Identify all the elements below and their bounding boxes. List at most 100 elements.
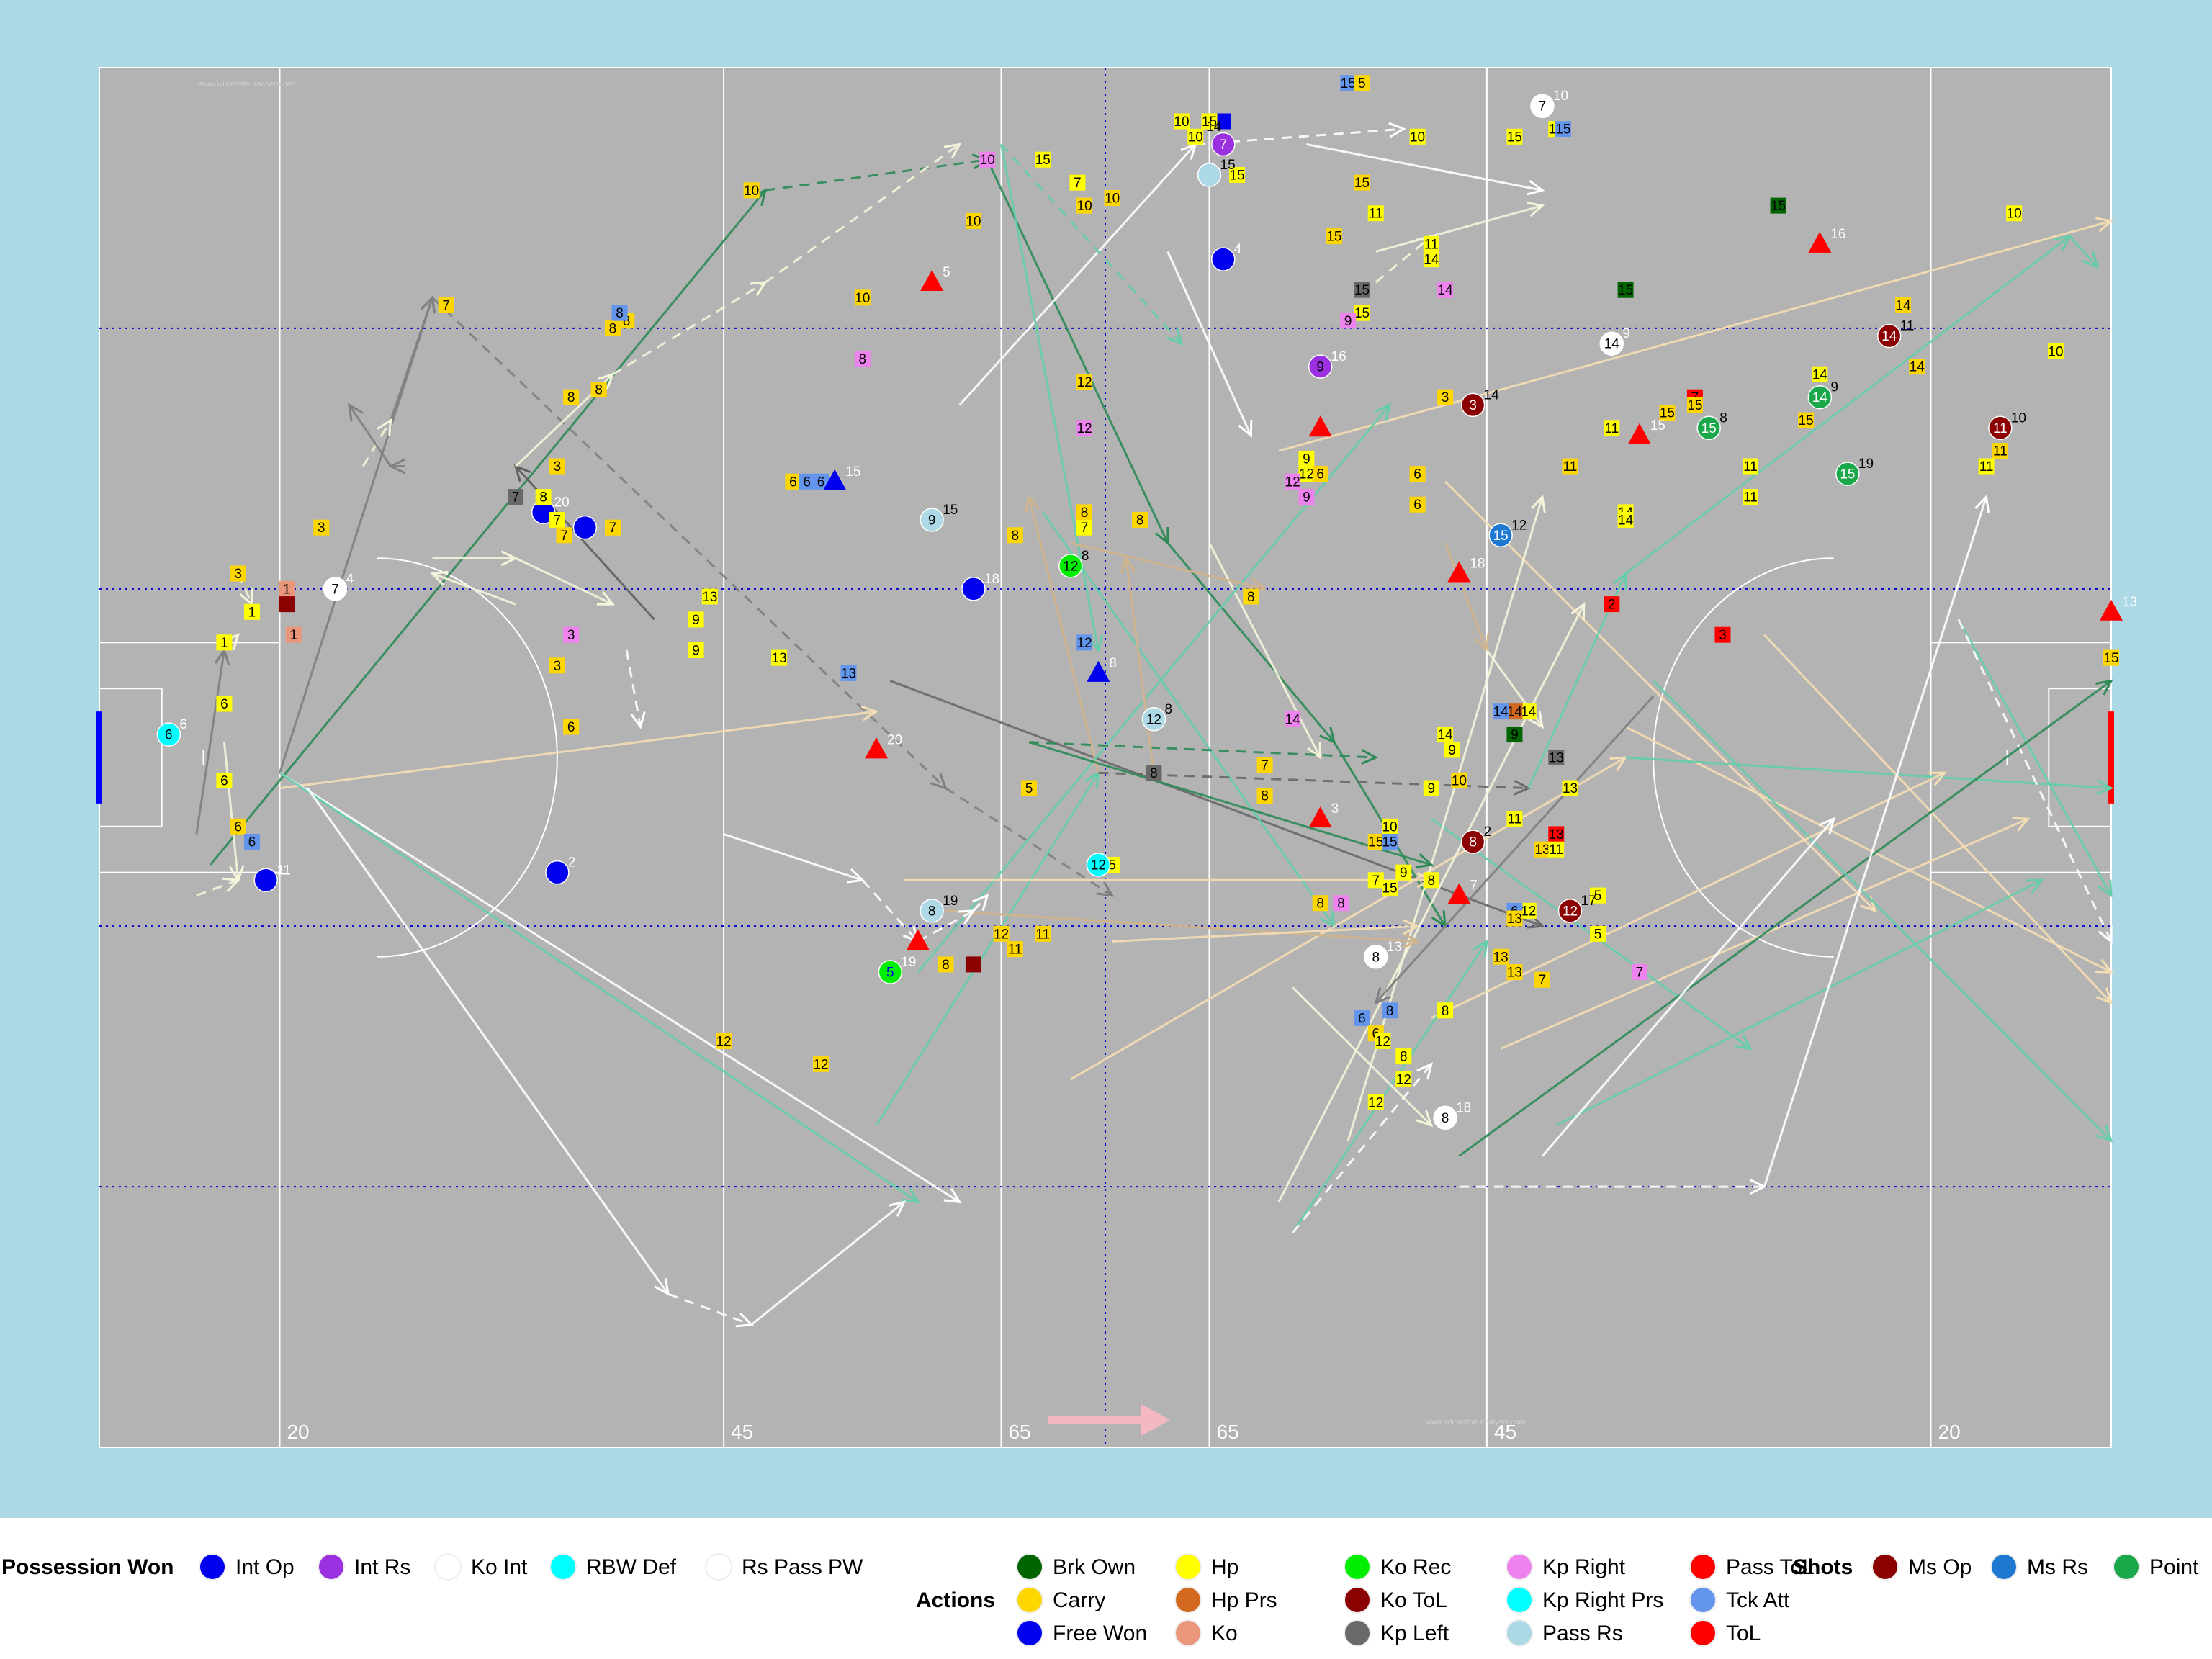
- event-label: 10: [1382, 819, 1397, 835]
- event-label: 15: [1701, 421, 1717, 436]
- event-square: [1076, 374, 1093, 390]
- event-label: 8: [1442, 1111, 1449, 1126]
- event-label: 10: [855, 291, 870, 306]
- event-square: [1256, 757, 1273, 773]
- event-square: [243, 603, 260, 620]
- legend-label: Ms Op: [1908, 1555, 1972, 1579]
- event-tag: 10: [2011, 410, 2026, 426]
- action-link-arrowhead: [1360, 749, 1379, 765]
- event-tag: 9: [1830, 380, 1838, 395]
- action-link: [750, 1201, 905, 1326]
- legend-shot-items: Ms Op Ms Rs Point: [1871, 1553, 2199, 1581]
- event-label: 12: [1077, 421, 1092, 436]
- event-square: [1437, 1002, 1454, 1019]
- event-tag: 16: [1830, 227, 1845, 242]
- event-tag: 18: [984, 572, 999, 587]
- event-tag: 13: [2122, 595, 2137, 610]
- event-tag: 12: [1511, 518, 1527, 533]
- event-label: 13: [1534, 842, 1550, 858]
- action-link-arrowhead: [1374, 987, 1391, 1005]
- event-label: 13: [1549, 751, 1564, 766]
- event-label: 15: [1840, 467, 1855, 482]
- action-link: [1306, 143, 1543, 192]
- action-link: [1375, 695, 1655, 1004]
- legend-swatch: [1506, 1553, 1533, 1581]
- event-label: 11: [1369, 207, 1383, 222]
- event-square: [1659, 405, 1676, 421]
- event-circle: [920, 508, 944, 532]
- event-label: 3: [567, 628, 575, 643]
- event-circle: [1141, 707, 1166, 732]
- legend-swatch: [1990, 1553, 2018, 1581]
- pitch-surface: [99, 67, 2112, 1448]
- event-label: 8: [1316, 896, 1324, 912]
- legend-label: Hp: [1211, 1555, 1238, 1579]
- event-label: 9: [692, 613, 700, 628]
- action-link: [1291, 940, 1488, 1233]
- event-label: 6: [248, 835, 256, 850]
- event-circle: [1876, 323, 1902, 349]
- action-link: [667, 1292, 752, 1326]
- event-label: 8: [859, 352, 867, 367]
- event-triangle: [1308, 806, 1332, 828]
- right-arc: [1653, 557, 1834, 958]
- event-tag: 18: [1470, 557, 1485, 572]
- action-link: [917, 909, 974, 943]
- event-label: 9: [1511, 728, 1519, 743]
- event-label: 1: [248, 605, 256, 620]
- event-triangle: [1447, 561, 1471, 583]
- legend-swatch: [199, 1553, 226, 1581]
- direction-arrow-head: [1141, 1404, 1170, 1436]
- action-link-arrowhead: [1388, 122, 1406, 138]
- legend-swatch: [1689, 1619, 1717, 1647]
- event-label: 14: [1285, 712, 1301, 727]
- event-square: [1894, 297, 1911, 313]
- event-square: [1367, 205, 1384, 222]
- event-label: 3: [554, 459, 562, 475]
- event-circle: [1086, 853, 1111, 877]
- event-label: 12: [1285, 475, 1300, 490]
- action-link-arrowhead: [2095, 958, 2114, 974]
- event-label: 13: [772, 651, 787, 666]
- event-label: 14: [1812, 367, 1828, 382]
- event-tag: 4: [346, 572, 354, 587]
- event-label: 10: [1188, 130, 1203, 145]
- event-square: [2103, 649, 2119, 666]
- event-tag: 15: [943, 503, 958, 518]
- event-square: [688, 611, 704, 628]
- legend: Possession Won Int Op Int Rs Ko Int RBW Def…: [0, 1518, 2212, 1659]
- event-label: 3: [1469, 398, 1477, 413]
- event-tag: 20: [887, 732, 902, 747]
- action-link-arrowhead: [1530, 494, 1546, 513]
- event-square: [743, 182, 760, 199]
- action-link-arrowhead: [1735, 1034, 1753, 1051]
- event-label: 14: [1507, 705, 1523, 720]
- event-square: [1506, 910, 1523, 927]
- event-square: [1285, 473, 1301, 490]
- event-square: [1534, 971, 1550, 988]
- event-square: [979, 151, 996, 168]
- action-link-arrowhead: [2082, 251, 2100, 269]
- action-link: [958, 143, 1197, 406]
- event-label: 1: [283, 582, 291, 597]
- legend-swatch: [1344, 1553, 1371, 1581]
- action-link-arrowhead: [1120, 555, 1136, 574]
- action-link: [972, 894, 989, 912]
- event-square: [1562, 458, 1578, 475]
- event-square: [1423, 235, 1439, 252]
- action-link: [1070, 756, 1627, 1081]
- event-square: [1173, 113, 1190, 130]
- legend-label: Rs Pass PW: [742, 1555, 863, 1579]
- action-link: [1125, 558, 1155, 773]
- event-label: 11: [1424, 237, 1439, 252]
- event-tag: 5: [943, 265, 950, 280]
- event-tag: 11: [276, 863, 291, 878]
- event-tag: 9: [1622, 326, 1630, 341]
- legend-label: Free Won: [1053, 1622, 1147, 1645]
- legend-label: ToL: [1726, 1622, 1761, 1645]
- action-link: [1957, 619, 2113, 943]
- action-link: [765, 143, 961, 284]
- event-label: 11: [1008, 943, 1022, 958]
- event-square: [1534, 841, 1550, 858]
- event-tag: 8: [1719, 410, 1727, 426]
